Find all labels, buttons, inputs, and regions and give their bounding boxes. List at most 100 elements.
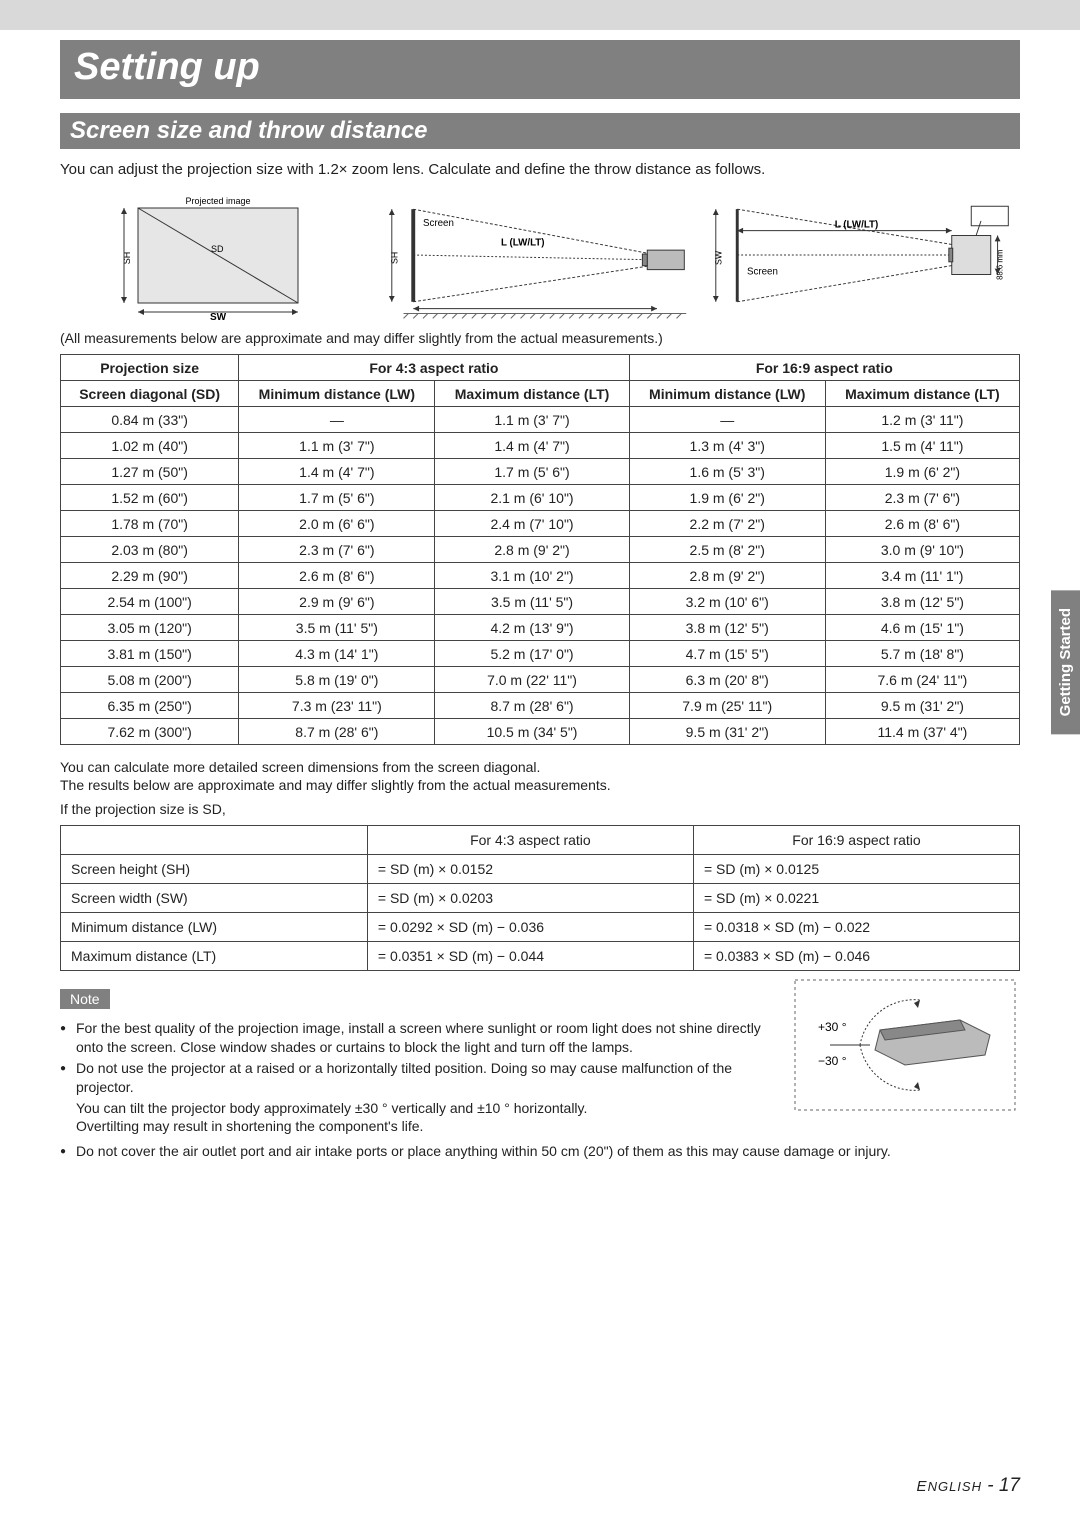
table-cell: 1.3 m (4' 3") [629, 433, 825, 459]
table-cell: 1.9 m (6' 2") [825, 459, 1019, 485]
table-row: Minimum distance (LW)= 0.0292 × SD (m) −… [61, 913, 1020, 942]
table-cell: Minimum distance (LW) [61, 913, 368, 942]
table-cell: 2.3 m (7' 6") [825, 485, 1019, 511]
label-sw: SW [210, 312, 227, 320]
table-cell: Screen height (SH) [61, 855, 368, 884]
label-sh2: SH [390, 252, 400, 264]
table-cell: 2.6 m (8' 6") [239, 563, 435, 589]
table-cell: 2.6 m (8' 6") [825, 511, 1019, 537]
calc-line3: If the projection size is SD, [60, 801, 1020, 817]
table-cell: = SD (m) × 0.0203 [367, 884, 693, 913]
table-cell: 2.0 m (6' 6") [239, 511, 435, 537]
table-cell: 11.4 m (37' 4") [825, 719, 1019, 745]
throw-distance-table: Projection size For 4:3 aspect ratio For… [60, 354, 1020, 745]
table-cell: = 0.0292 × SD (m) − 0.036 [367, 913, 693, 942]
table-cell: 7.62 m (300") [61, 719, 239, 745]
th-43: For 4:3 aspect ratio [239, 355, 629, 381]
approx-note: (All measurements below are approximate … [60, 330, 1020, 346]
table-cell: 1.4 m (4' 7") [435, 433, 629, 459]
table-row: 0.84 m (33")—1.1 m (3' 7")—1.2 m (3' 11"… [61, 407, 1020, 433]
table-row: 2.29 m (90")2.6 m (8' 6")3.1 m (10' 2")2… [61, 563, 1020, 589]
diagram-side-view: Screen SH L (LW/LT) [384, 190, 696, 320]
table-cell: 3.81 m (150") [61, 641, 239, 667]
table-cell: 6.3 m (20' 8") [629, 667, 825, 693]
table-row: 1.78 m (70")2.0 m (6' 6")2.4 m (7' 10")2… [61, 511, 1020, 537]
table-cell: = 0.0351 × SD (m) − 0.044 [367, 942, 693, 971]
table-cell: 3.5 m (11' 5") [239, 615, 435, 641]
table-cell: 1.52 m (60") [61, 485, 239, 511]
th-max-43: Maximum distance (LT) [435, 381, 629, 407]
th-projection: Projection size [61, 355, 239, 381]
formula-table: For 4:3 aspect ratio For 16:9 aspect rat… [60, 825, 1020, 971]
page-footer: ENGLISH - 17 [917, 1475, 1020, 1497]
table-cell: = 0.0383 × SD (m) − 0.046 [693, 942, 1019, 971]
table-cell: = SD (m) × 0.0221 [693, 884, 1019, 913]
th-169: For 16:9 aspect ratio [629, 355, 1019, 381]
note-2c: Overtilting may result in shortening the… [76, 1117, 1020, 1136]
table-cell: 3.1 m (10' 2") [435, 563, 629, 589]
table-row: Maximum distance (LT)= 0.0351 × SD (m) −… [61, 942, 1020, 971]
table-cell: 5.08 m (200") [61, 667, 239, 693]
note-tag: Note [60, 989, 110, 1009]
table-cell: 4.6 m (15' 1") [825, 615, 1019, 641]
table-cell: 4.3 m (14' 1") [239, 641, 435, 667]
table-cell: 1.02 m (40") [61, 433, 239, 459]
table-cell: 2.1 m (6' 10") [435, 485, 629, 511]
diagram-projected-image: Projected image SD SH SW [60, 190, 372, 320]
table-row: 1.52 m (60")1.7 m (5' 6")2.1 m (6' 10")1… [61, 485, 1020, 511]
table-cell: Maximum distance (LT) [61, 942, 368, 971]
calc-line1: You can calculate more detailed screen d… [60, 759, 1020, 775]
table-cell: 1.27 m (50") [61, 459, 239, 485]
diagram-row: Projected image SD SH SW Screen SH [60, 190, 1020, 320]
fth-169: For 16:9 aspect ratio [693, 826, 1019, 855]
table-row: 6.35 m (250")7.3 m (23' 11")8.7 m (28' 6… [61, 693, 1020, 719]
side-tab: Getting Started [1051, 590, 1080, 734]
table-cell: 1.7 m (5' 6") [435, 459, 629, 485]
section-heading: Screen size and throw distance [60, 113, 1020, 149]
table-cell: 5.8 m (19' 0") [239, 667, 435, 693]
top-gray-bar [0, 0, 1080, 30]
table-cell: 1.2 m (3' 11") [825, 407, 1019, 433]
table-cell: 2.9 m (9' 6") [239, 589, 435, 615]
table-row: 2.54 m (100")2.9 m (9' 6")3.5 m (11' 5")… [61, 589, 1020, 615]
table-cell: 5.7 m (18' 8") [825, 641, 1019, 667]
table-cell: 2.2 m (7' 2") [629, 511, 825, 537]
table-cell: 2.3 m (7' 6") [239, 537, 435, 563]
table-cell: Screen width (SW) [61, 884, 368, 913]
label-l-top: L (LW/LT) [835, 220, 879, 231]
label-screen-side: Screen [423, 218, 454, 229]
note-3: Do not cover the air outlet port and air… [60, 1142, 1020, 1161]
table-cell: 3.2 m (10' 6") [629, 589, 825, 615]
table-row: 1.27 m (50")1.4 m (4' 7")1.7 m (5' 6") 1.… [61, 459, 1020, 485]
table-cell: 4.7 m (15' 5") [629, 641, 825, 667]
table-cell: = 0.0318 × SD (m) − 0.022 [693, 913, 1019, 942]
table-cell: 1.78 m (70") [61, 511, 239, 537]
table-cell: 2.03 m (80") [61, 537, 239, 563]
fth-43: For 4:3 aspect ratio [367, 826, 693, 855]
table-row: 1.02 m (40")1.1 m (3' 7")1.4 m (4' 7")1.… [61, 433, 1020, 459]
table-cell: 1.9 m (6' 2") [629, 485, 825, 511]
page-title: Setting up [60, 40, 1020, 99]
table-row: 7.62 m (300")8.7 m (28' 6")10.5 m (34' 5… [61, 719, 1020, 745]
table-cell: = SD (m) × 0.0152 [367, 855, 693, 884]
table-cell: 9.5 m (31' 2") [825, 693, 1019, 719]
table-cell: 2.4 m (7' 10") [435, 511, 629, 537]
table-cell: 1.4 m (4' 7") [239, 459, 435, 485]
table-row: Screen height (SH)= SD (m) × 0.0152= SD … [61, 855, 1020, 884]
table-cell: 0.84 m (33") [61, 407, 239, 433]
page-number: 17 [999, 1475, 1020, 1496]
label-sw2: SW [714, 250, 724, 265]
th-min-43: Minimum distance (LW) [239, 381, 435, 407]
table-cell: 7.3 m (23' 11") [239, 693, 435, 719]
table-row: 2.03 m (80")2.3 m (7' 6")2.8 m (9' 2")2.… [61, 537, 1020, 563]
table-cell: 8.7 m (28' 6") [239, 719, 435, 745]
table-cell: — [629, 407, 825, 433]
table-cell: 2.8 m (9' 2") [435, 537, 629, 563]
intro-text: You can adjust the projection size with … [60, 161, 1020, 178]
table-cell: 10.5 m (34' 5") [435, 719, 629, 745]
table-cell: 2.8 m (9' 2") [629, 563, 825, 589]
label-sd: SD [211, 244, 224, 254]
table-cell: 5.2 m (17' 0") [435, 641, 629, 667]
notes-list-2: Do not cover the air outlet port and air… [60, 1142, 1020, 1161]
table-cell: 1.1 m (3' 7") [239, 433, 435, 459]
